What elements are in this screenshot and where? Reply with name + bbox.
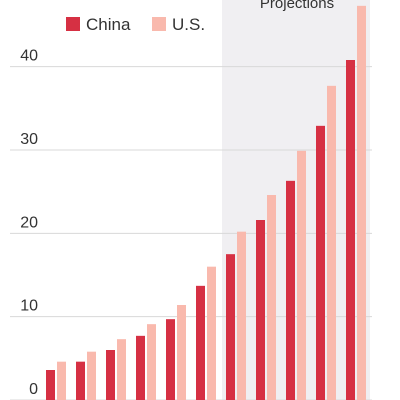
bar [327, 85, 336, 400]
legend-label: U.S. [172, 15, 205, 34]
annotation: Projections [260, 0, 334, 12]
bar [147, 324, 156, 400]
bar [207, 266, 216, 400]
bar [346, 60, 355, 400]
y-tick-label: 40 [20, 48, 38, 65]
bar [177, 305, 186, 400]
bar [117, 339, 126, 400]
bar [106, 350, 115, 400]
bar [256, 220, 265, 400]
bar [267, 195, 276, 400]
bar [226, 254, 235, 400]
bar [76, 361, 85, 400]
y-tick-label: 30 [20, 131, 38, 148]
bar [316, 125, 325, 400]
bar [357, 5, 366, 400]
bar [166, 319, 175, 400]
legend-swatch [66, 17, 80, 31]
bar [196, 285, 205, 400]
bar [87, 351, 96, 400]
y-tick-label: 0 [29, 381, 38, 398]
legend-label: China [86, 15, 131, 34]
y-tick-label: 10 [20, 298, 38, 315]
bar [46, 370, 55, 400]
bar [57, 361, 66, 400]
bar [237, 231, 246, 400]
bar [136, 335, 145, 400]
y-tick-label: 20 [20, 214, 38, 231]
bar [286, 180, 295, 400]
legend-swatch [152, 17, 166, 31]
bar [297, 150, 306, 400]
